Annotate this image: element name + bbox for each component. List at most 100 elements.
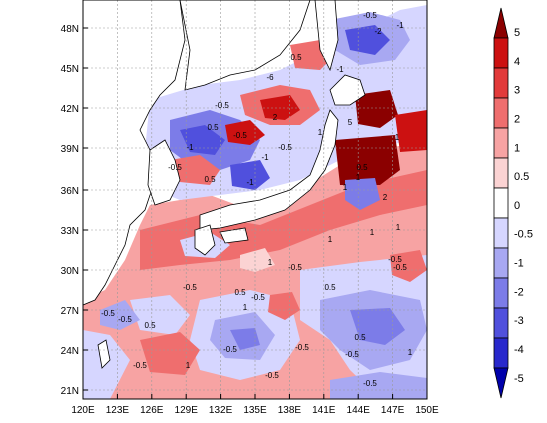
contour-label: -0.5 [183, 283, 197, 292]
lon-tick-label: 144E [347, 405, 371, 416]
colorbar: 5 4 3 2 1 0.5 0 -0.5 -1 -2 -3 -4 -5 [493, 7, 533, 399]
contour-label: -0.5 [215, 101, 229, 110]
colorbar-segment [493, 127, 509, 159]
contour-label: 5 [348, 118, 353, 127]
colorbar-label: 4 [514, 56, 520, 68]
contour-label: 1 [186, 361, 191, 370]
lon-tick-label: 123E [106, 405, 130, 416]
contour-label: -6 [266, 73, 274, 82]
contour-label: 1 [243, 303, 248, 312]
contour-label: 0.5 [324, 283, 336, 292]
contour-label: -0.5 [295, 343, 309, 352]
contour-label: -0.5 [388, 255, 402, 264]
contour-label: -2 [374, 27, 382, 36]
lon-tick-label: 141E [312, 405, 336, 416]
colorbar-segment [493, 187, 509, 219]
lat-tick-label: 30N [61, 266, 79, 277]
contour-label: 0.5 [234, 288, 246, 297]
colorbar-label: 3 [514, 85, 520, 97]
contour-label: -0.5 [393, 263, 407, 272]
contour-label: -1 [246, 178, 254, 187]
lon-tick-label: 126E [140, 405, 164, 416]
lat-tick-label: 24N [61, 346, 79, 357]
contour-label: -0.5 [101, 309, 115, 318]
contour-label: -0.5 [363, 379, 377, 388]
contour-label: 0.5 [207, 123, 219, 132]
lat-tick-label: 33N [61, 226, 79, 237]
longitude-axis: 120E 123E 126E 129E 132E 135E 138E 141E 144E 147E… [71, 394, 439, 416]
contour-label: -0.5 [168, 163, 182, 172]
contour-label: -0.5 [345, 350, 359, 359]
lon-tick-label: 132E [209, 405, 233, 416]
colorbar-segment [493, 277, 509, 309]
contour-label: 1 [268, 258, 273, 267]
colorbar-segment [493, 7, 509, 39]
contour-label: 1 [396, 223, 401, 232]
contour-label: 1 [318, 128, 323, 137]
contour-label: -0.5 [288, 263, 302, 272]
colorbar-label: 0 [514, 200, 520, 212]
colorbar-segment [493, 337, 509, 369]
colorbar-label: 1 [514, 142, 520, 154]
contour-label: 0.5 [204, 175, 216, 184]
contour-label: -0.5 [363, 11, 377, 20]
colorbar-label: -0.5 [514, 229, 533, 241]
lat-tick-label: 39N [61, 144, 79, 155]
lon-tick-label: 138E [278, 405, 302, 416]
contour-label: 2 [383, 193, 388, 202]
lat-tick-label: 48N [61, 24, 79, 35]
lon-tick-label: 150E [415, 405, 439, 416]
lat-tick-label: 27N [61, 306, 79, 317]
contour-label: -0.5 [118, 315, 132, 324]
contour-label: -1 [336, 65, 344, 74]
colorbar-segment [493, 247, 509, 279]
colorbar-label: -1 [514, 258, 524, 270]
lat-tick-label: 36N [61, 186, 79, 197]
contour-label: 1 [408, 348, 413, 357]
contour-label: -0.5 [133, 361, 147, 370]
contour-label: -1 [186, 143, 194, 152]
contour-label: -1 [396, 21, 404, 30]
colorbar-label: 2 [514, 113, 520, 125]
lat-tick-label: 21N [61, 386, 79, 397]
colorbar-segment [493, 67, 509, 99]
colorbar-segment [493, 97, 509, 129]
lat-tick-label: 42N [61, 104, 79, 115]
contour-label: -0.5 [278, 143, 292, 152]
contour-label: 1 [370, 228, 375, 237]
contour-labels: -0.5-2-1-60.5-12-0.5511-0.5-0.50.5-1-10.… [101, 11, 413, 388]
contour-label: -0.5 [265, 371, 279, 380]
contour-label: 0.5 [356, 163, 368, 172]
colorbar-segment [493, 307, 509, 339]
colorbar-segment [493, 367, 509, 399]
contour-label: 1 [328, 235, 333, 244]
colorbar-label: 0.5 [514, 171, 529, 183]
colorbar-segment [493, 157, 509, 189]
lat-tick-label: 45N [61, 64, 79, 75]
contour-label: 1 [343, 183, 348, 192]
contour-label: 0.5 [144, 321, 156, 330]
coastline [82, 0, 366, 369]
latitude-axis: 21N 24N 27N 30N 33N 36N 39N 42N 45N 48N [61, 24, 88, 397]
colorbar-label: -3 [514, 315, 524, 327]
contour-label: 2 [273, 113, 278, 122]
lon-tick-label: 129E [175, 405, 199, 416]
contour-label: 1 [395, 133, 400, 142]
contour-label: -1 [261, 153, 269, 162]
contour-label: 0.5 [290, 53, 302, 62]
colorbar-label: -4 [514, 344, 524, 356]
lon-tick-label: 135E [243, 405, 267, 416]
lon-tick-label: 120E [71, 405, 95, 416]
graticule [83, 0, 427, 399]
contour-label: -0.5 [223, 345, 237, 354]
contour-label: 1 [356, 173, 361, 182]
colorbar-segment [493, 37, 509, 69]
contour-label: -0.5 [251, 293, 265, 302]
contour-label: 0.5 [354, 333, 366, 342]
colorbar-label: 5 [514, 27, 520, 39]
lon-tick-label: 147E [381, 405, 405, 416]
contour-label: -0.5 [233, 131, 247, 140]
colorbar-label: -2 [514, 286, 524, 298]
colorbar-label: -5 [514, 373, 524, 385]
